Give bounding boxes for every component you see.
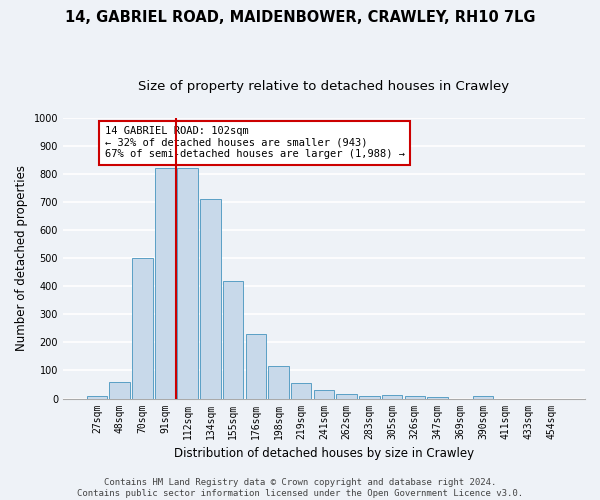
Bar <box>109 382 130 398</box>
Bar <box>200 199 221 398</box>
Bar <box>404 396 425 398</box>
Bar <box>86 396 107 398</box>
X-axis label: Distribution of detached houses by size in Crawley: Distribution of detached houses by size … <box>174 447 474 460</box>
Bar <box>178 168 198 398</box>
Bar <box>382 395 403 398</box>
Bar <box>291 383 311 398</box>
Bar <box>155 168 175 398</box>
Bar <box>132 258 152 398</box>
Title: Size of property relative to detached houses in Crawley: Size of property relative to detached ho… <box>139 80 509 93</box>
Bar <box>223 281 244 398</box>
Bar <box>268 366 289 398</box>
Bar <box>359 396 380 398</box>
Bar <box>337 394 357 398</box>
Y-axis label: Number of detached properties: Number of detached properties <box>15 165 28 351</box>
Text: Contains HM Land Registry data © Crown copyright and database right 2024.
Contai: Contains HM Land Registry data © Crown c… <box>77 478 523 498</box>
Bar <box>245 334 266 398</box>
Text: 14, GABRIEL ROAD, MAIDENBOWER, CRAWLEY, RH10 7LG: 14, GABRIEL ROAD, MAIDENBOWER, CRAWLEY, … <box>65 10 535 25</box>
Text: 14 GABRIEL ROAD: 102sqm
← 32% of detached houses are smaller (943)
67% of semi-d: 14 GABRIEL ROAD: 102sqm ← 32% of detache… <box>104 126 404 160</box>
Bar <box>314 390 334 398</box>
Bar <box>473 396 493 398</box>
Bar <box>427 397 448 398</box>
